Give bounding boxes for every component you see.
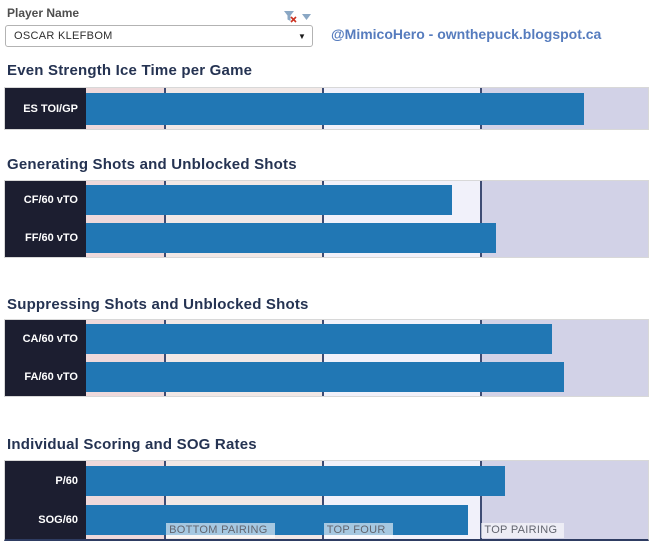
percentile-bar[interactable] — [86, 465, 506, 496]
chart-block: CF/60 vTO FF/60 vTO — [4, 180, 649, 258]
dropdown-caret-icon[interactable]: ▼ — [298, 31, 306, 41]
percentile-bar[interactable] — [86, 324, 553, 354]
threshold-gridline — [480, 500, 483, 539]
tier-label: TOP PAIRING — [481, 523, 565, 538]
chart-row: P/60 — [5, 461, 648, 500]
percentile-bar[interactable] — [86, 362, 564, 392]
chart-row: FA/60 vTO — [5, 358, 648, 396]
tier-label: BOTTOM PAIRING — [166, 523, 275, 538]
percentile-band — [481, 219, 648, 257]
percentile-band — [481, 181, 648, 219]
chart-row: SOG/60 — [5, 500, 648, 539]
row-label: SOG/60 — [5, 500, 86, 539]
bar-track — [86, 461, 648, 500]
row-label: FF/60 vTO — [5, 219, 86, 257]
percentile-bar[interactable] — [86, 185, 453, 215]
section-title: Generating Shots and Unblocked Shots — [7, 156, 297, 173]
tier-label: TOP FOUR — [323, 523, 393, 538]
row-label: CA/60 vTO — [5, 320, 86, 358]
player-name-dropdown-value: OSCAR KLEFBOM — [14, 30, 113, 42]
section-title: Suppressing Shots and Unblocked Shots — [7, 296, 309, 313]
percentile-band — [481, 461, 648, 500]
bar-track — [86, 219, 648, 257]
player-name-dropdown[interactable]: OSCAR KLEFBOM ▼ — [5, 25, 313, 47]
chart-block: ES TOI/GP — [4, 87, 649, 130]
chart-row: FF/60 vTO — [5, 219, 648, 257]
bar-track — [86, 88, 648, 129]
section-title: Individual Scoring and SOG Rates — [7, 436, 257, 453]
row-label: ES TOI/GP — [5, 88, 86, 129]
credit-link[interactable]: @MimicoHero - ownthepuck.blogspot.ca — [331, 26, 602, 42]
filter-menu-caret-icon[interactable] — [302, 13, 311, 20]
percentile-bar[interactable] — [86, 223, 496, 253]
row-label: P/60 — [5, 461, 86, 500]
percentile-bar[interactable] — [86, 504, 469, 535]
percentile-bar[interactable] — [86, 92, 585, 125]
player-name-filter-label: Player Name — [7, 6, 80, 20]
chart-block: P/60 SOG/60 BOTTOM PAIRING TOP FOUR TOP PAIR… — [4, 460, 649, 541]
remove-filter-icon[interactable] — [283, 10, 297, 23]
bar-track — [86, 358, 648, 396]
section-title: Even Strength Ice Time per Game — [7, 62, 253, 79]
row-label: FA/60 vTO — [5, 358, 86, 396]
bar-track — [86, 320, 648, 358]
threshold-gridline — [480, 181, 483, 219]
row-label: CF/60 vTO — [5, 181, 86, 219]
chart-row: CA/60 vTO — [5, 320, 648, 358]
filter-controls — [283, 10, 317, 23]
chart-row: CF/60 vTO — [5, 181, 648, 219]
bar-track — [86, 181, 648, 219]
chart-row: ES TOI/GP — [5, 88, 648, 129]
chart-block: CA/60 vTO FA/60 vTO — [4, 319, 649, 397]
